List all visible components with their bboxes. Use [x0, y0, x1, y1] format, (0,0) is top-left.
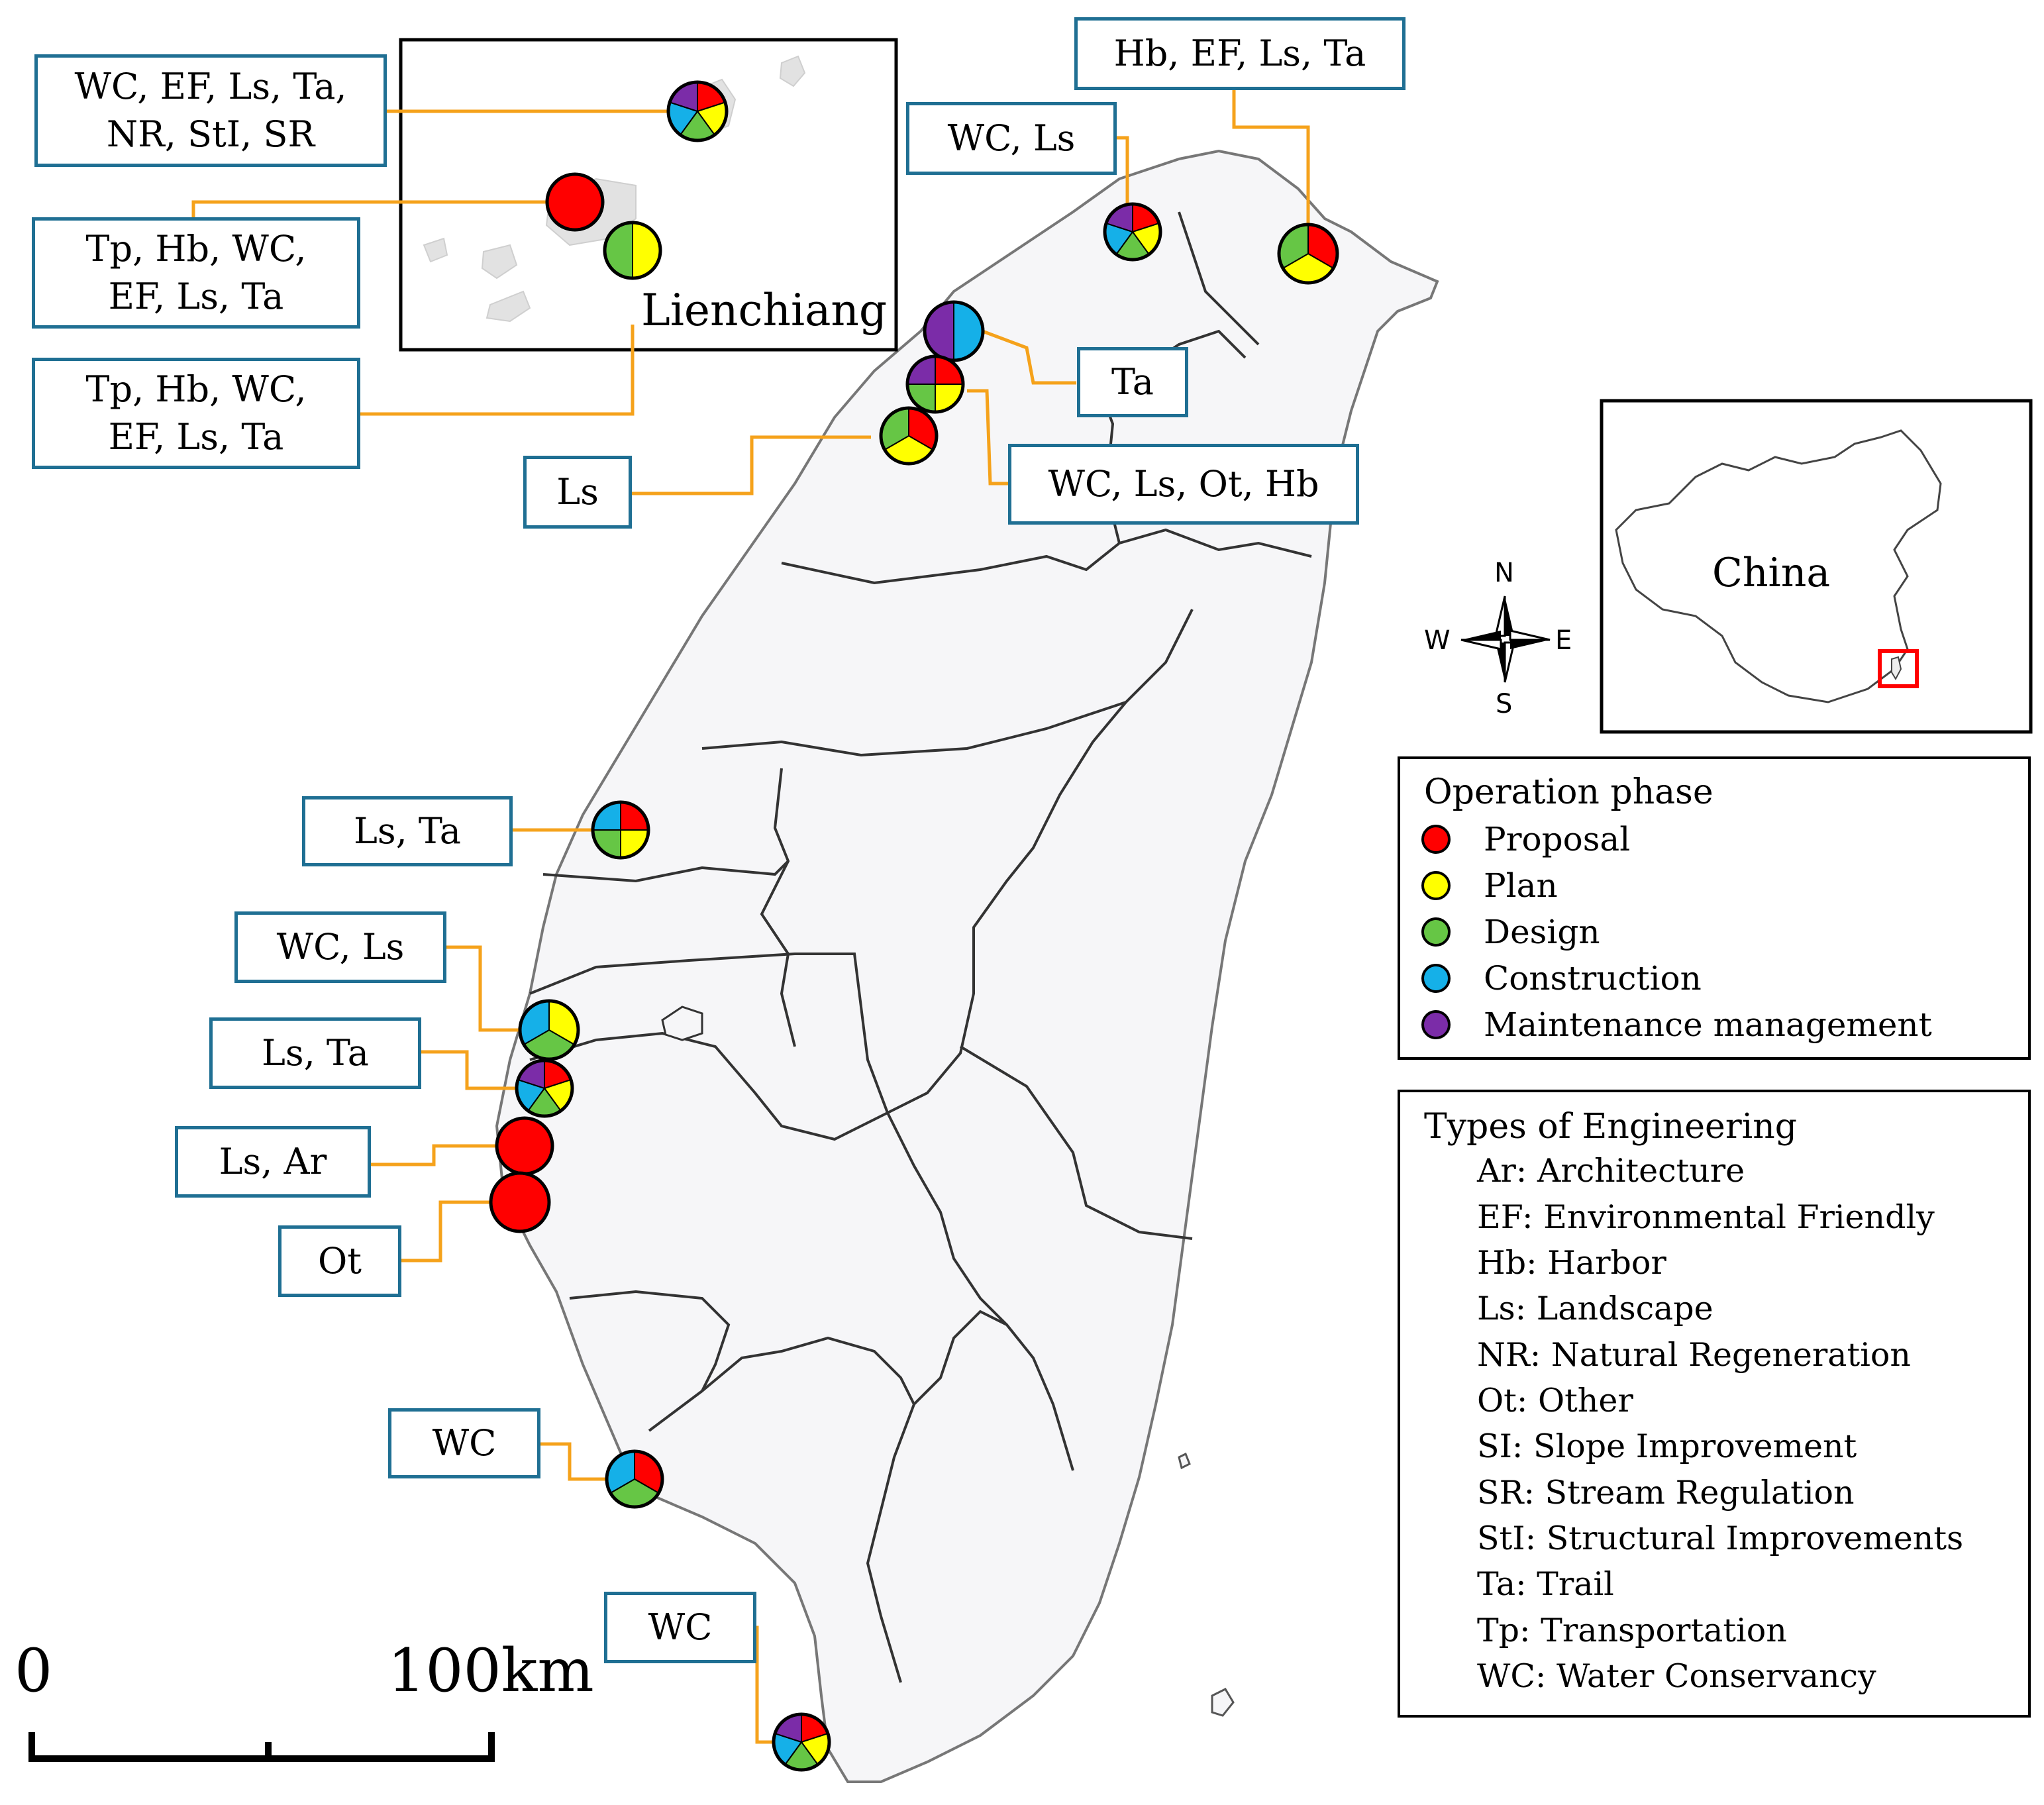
legend-phase-construction: Construction [1421, 959, 1702, 998]
legend-phase-title: Operation phase [1424, 772, 1713, 812]
legend-type-item: SI: Slope Improvement [1477, 1427, 1857, 1465]
legend-type-item: EF: Environmental Friendly [1477, 1198, 1935, 1236]
compass-north: N [1494, 558, 1514, 588]
green-island [1178, 1452, 1191, 1470]
maintenance-swatch [1421, 1010, 1451, 1039]
lienchiang-label: Lienchiang [641, 285, 888, 336]
taiwan-mini [1891, 656, 1902, 681]
legend-type-item: Ls: Landscape [1477, 1290, 1713, 1327]
site-label-lienchiang-north: WC, EF, Ls, Ta, NR, StI, SR [34, 54, 387, 167]
taiwan-island [495, 149, 1439, 1783]
site-label-kaohsiung: WC [388, 1408, 540, 1478]
lienchiang-inset-frame [399, 38, 898, 352]
site-label-north-coast: WC, Ls [906, 102, 1117, 175]
construction-swatch [1421, 964, 1451, 993]
site-label-chiayi: Ls, Ar [175, 1126, 371, 1198]
county-boundaries [529, 211, 1312, 1683]
legend-phase-proposal: Proposal [1421, 820, 1630, 858]
design-swatch [1421, 917, 1451, 947]
pie-outline [905, 354, 965, 414]
legend-type-item: Ta: Trail [1477, 1565, 1614, 1603]
compass-west: W [1424, 625, 1451, 656]
legend-phase-design: Design [1421, 913, 1600, 951]
legend-type-item: SR: Stream Regulation [1477, 1474, 1855, 1512]
compass-south: S [1496, 689, 1513, 719]
site-label-taichung: Ls, Ta [302, 796, 513, 866]
china-label: China [1712, 550, 1831, 596]
pie-outline [591, 800, 650, 860]
legend-type-item: NR: Natural Regeneration [1477, 1336, 1911, 1374]
legend-phase-plan: Plan [1421, 866, 1558, 905]
compass-rose [1460, 595, 1551, 683]
legend-type-item: Ot: Other [1477, 1382, 1633, 1419]
legend-type-item: Hb: Harbor [1477, 1244, 1666, 1282]
penghu-island [661, 1006, 703, 1041]
site-label-hsinchu: Ls [523, 456, 632, 529]
pie-outline [772, 1712, 831, 1772]
orchid-island [1211, 1688, 1235, 1717]
compass-east: E [1555, 625, 1572, 656]
legend-phase-maintenance: Maintenance management [1421, 1006, 1932, 1044]
pie-outline [923, 300, 985, 362]
site-label-hsinchu-north: WC, Ls, Ot, Hb [1008, 444, 1359, 525]
legend-type-item: WC: Water Conservancy [1477, 1657, 1876, 1695]
site-label-pingtung: WC [604, 1592, 756, 1663]
site-label-changhua: WC, Ls [234, 911, 446, 983]
proposal-swatch [1421, 825, 1451, 854]
pie-outline [666, 80, 729, 142]
legend-operation-phase: Operation phase Proposal Plan Design Con… [1398, 756, 2031, 1060]
legend-engineering-types: Types of Engineering Ar: Architecture EF… [1398, 1090, 2031, 1718]
pie-slice-proposal [489, 1171, 551, 1233]
legend-type-item: Tp: Transportation [1477, 1612, 1787, 1649]
legend-type-item: Ar: Architecture [1477, 1152, 1745, 1190]
site-label-lienchiang-nangan-1: Tp, Hb, WC, EF, Ls, Ta [32, 217, 360, 329]
pie-outline [515, 1058, 574, 1118]
taiwan-highlight-box [1878, 649, 1919, 688]
china-outline [1615, 429, 1942, 703]
scale-bar [28, 1732, 495, 1762]
site-label-tainan: Ot [278, 1225, 401, 1297]
site-label-lienchiang-nangan-2: Tp, Hb, WC, EF, Ls, Ta [32, 358, 360, 469]
pie-outline [603, 221, 662, 280]
pie-outline [605, 1449, 664, 1509]
scale-start-label: 0 [15, 1636, 53, 1706]
site-label-taoyuan: Ta [1077, 347, 1188, 417]
pie-slice-proposal [495, 1116, 554, 1176]
plan-swatch [1421, 871, 1451, 900]
site-label-northeast-cape: Hb, EF, Ls, Ta [1074, 17, 1405, 90]
pie-outline [879, 406, 939, 466]
legend-types-title: Types of Engineering [1424, 1107, 1798, 1147]
pie-slice-proposal [545, 172, 605, 232]
site-label-yunlin: Ls, Ta [209, 1017, 421, 1089]
pie-outline [518, 999, 580, 1061]
phase-pies [489, 80, 1339, 1772]
pie-outline [1103, 202, 1162, 262]
scale-end-label: 100km [387, 1636, 594, 1706]
pie-outline [1277, 223, 1339, 285]
legend-type-item: StI: Structural Improvements [1477, 1520, 1964, 1557]
